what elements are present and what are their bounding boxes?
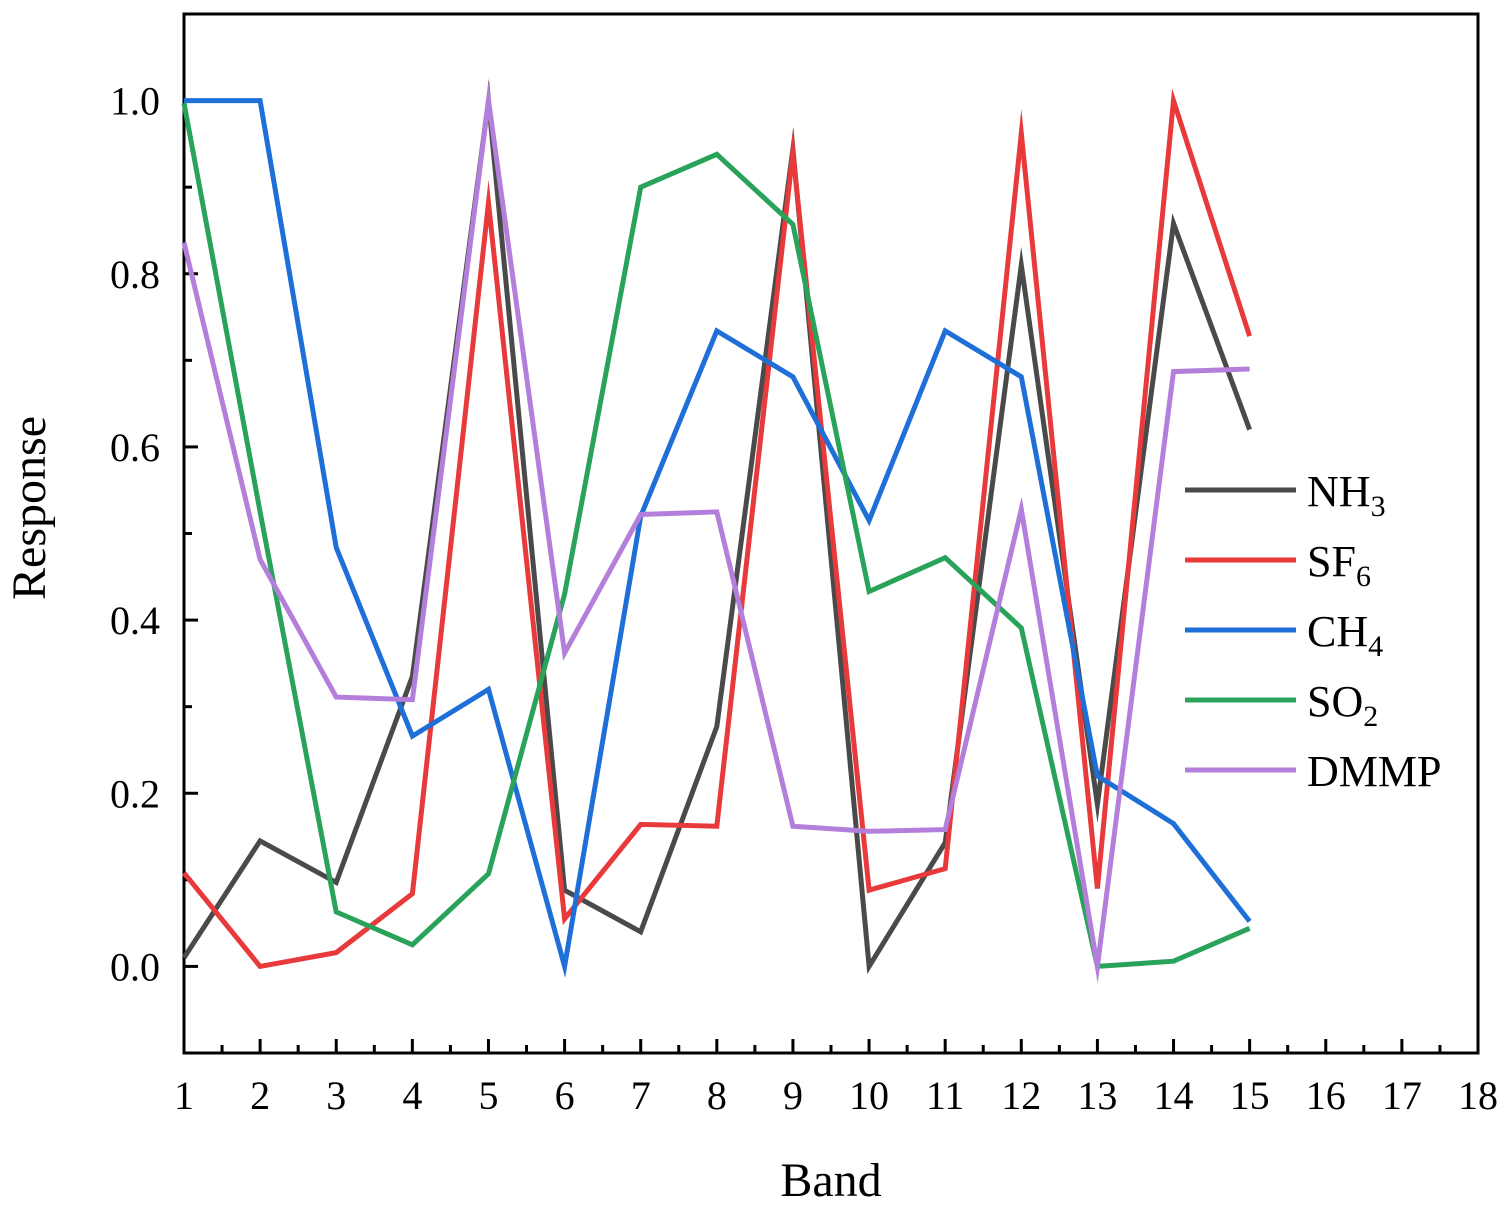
y-tick-label: 0.2 [110,771,160,816]
x-axis-title: Band [780,1154,881,1207]
y-axis-ticks: 0.0 0.2 0.4 0.6 0.8 1.0 [110,12,198,1055]
x-tick-label: 10 [849,1073,889,1118]
x-tick-label: 2 [250,1073,270,1118]
x-tick-label: 3 [326,1073,346,1118]
legend: NH3 SF6 CH4 SO2 DMMP [1185,467,1442,796]
x-tick-label: 1 [174,1073,194,1118]
x-tick-label: 15 [1230,1073,1270,1118]
series-line-ch4 [184,98,1252,978]
y-tick-label: 0.4 [110,598,160,643]
y-tick-label: 1.0 [110,79,160,124]
x-tick-label: 16 [1306,1073,1346,1118]
y-tick-label: 0.8 [110,252,160,297]
x-tick-label: 4 [402,1073,422,1118]
x-tick-label: 8 [707,1073,727,1118]
x-tick-label: 9 [783,1073,803,1118]
legend-label-nh3: NH3 [1307,467,1386,523]
y-tick-label: 0.6 [110,425,160,470]
legend-label-so2: SO2 [1307,677,1378,733]
legend-label-ch4: CH4 [1307,607,1383,663]
x-tick-label: 13 [1077,1073,1117,1118]
x-tick-label: 7 [631,1073,651,1118]
series-line-so2 [181,102,1251,970]
legend-label-dmmp: DMMP [1307,747,1442,796]
x-tick-label: 11 [926,1073,965,1118]
y-tick-label: 0.0 [110,944,160,989]
x-tick-label: 17 [1382,1073,1422,1118]
x-axis-ticks: 1 2 3 4 5 6 7 8 9 10 11 12 13 14 15 16 17 18 [174,1039,1498,1118]
x-tick-label: 5 [478,1073,498,1118]
series-lines [181,78,1252,984]
x-tick-label: 6 [555,1073,575,1118]
legend-label-sf6: SF6 [1307,537,1371,593]
y-axis-title: Response [3,416,56,600]
x-tick-label: 18 [1458,1073,1498,1118]
series-line-sf6 [182,88,1252,970]
series-line-dmmp [181,81,1250,984]
x-tick-label: 14 [1154,1073,1194,1118]
x-tick-label: 12 [1001,1073,1041,1118]
